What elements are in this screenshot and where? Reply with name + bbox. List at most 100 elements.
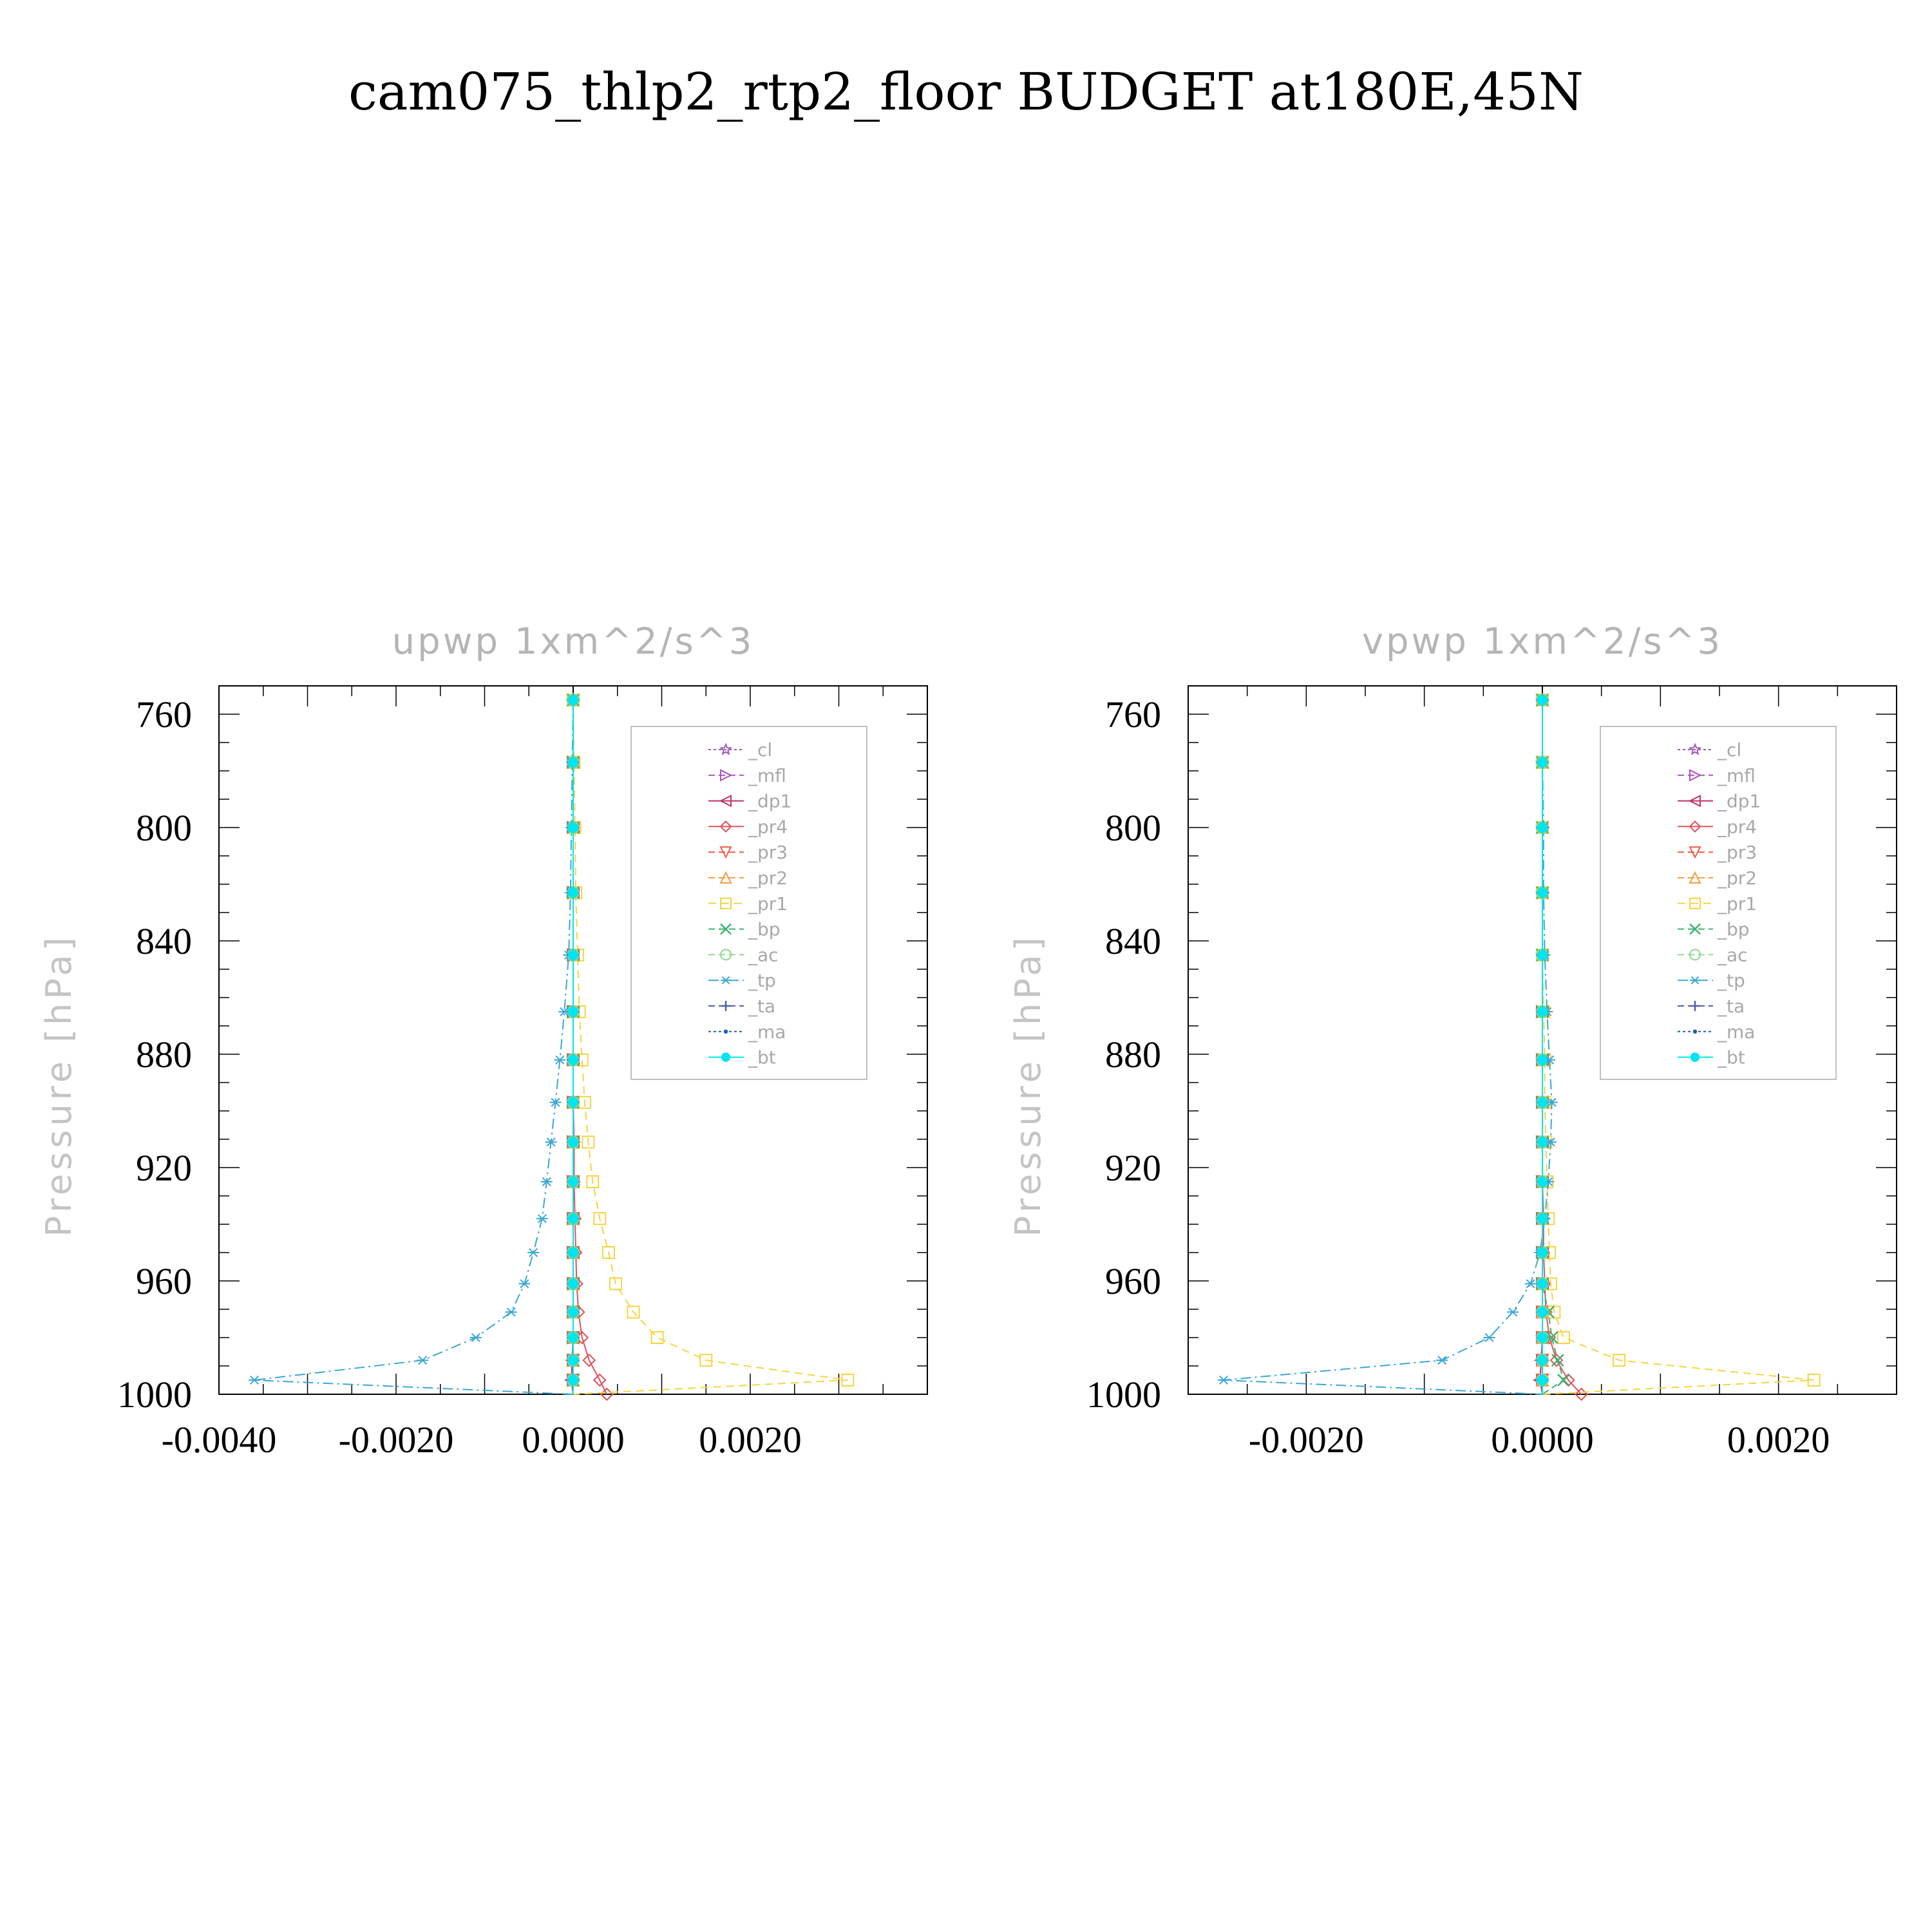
x-tick-label: -0.0040: [162, 1419, 277, 1461]
y-tick-label: 920: [1105, 1147, 1161, 1189]
data-point: [567, 1006, 579, 1018]
legend-marker: [723, 1029, 728, 1034]
legend-entry: _pr2: [708, 867, 788, 889]
legend-label: _pr2: [748, 867, 788, 889]
data-point: [582, 1353, 596, 1367]
legend-label: _ta: [748, 996, 775, 1017]
data-point: [1807, 1374, 1821, 1387]
legend-entry: _pr3: [1678, 842, 1757, 863]
data-point: [1537, 1332, 1548, 1343]
legend-entry: _ta: [1678, 996, 1745, 1017]
x-tick-label: 0.0020: [699, 1419, 802, 1461]
data-point: [567, 1097, 579, 1108]
legend-label: _mfl: [1717, 765, 1756, 786]
legend-entry: _dp1: [1678, 791, 1761, 812]
data-point: [1507, 1307, 1519, 1317]
data-point: [567, 1374, 579, 1386]
legend-label: _bp: [748, 919, 781, 940]
legend-marker: [1688, 794, 1701, 808]
data-point: [1524, 1279, 1537, 1289]
legend-marker: [1692, 1029, 1698, 1034]
data-point: [567, 822, 579, 833]
data-point: [567, 1176, 579, 1188]
data-point: [469, 1332, 482, 1343]
legend-entry: _mfl: [708, 765, 786, 786]
data-point: [1537, 1006, 1548, 1018]
legend-marker: [720, 769, 733, 782]
legend-entry: _ma: [1678, 1021, 1755, 1043]
legend-entry: _ac: [1678, 944, 1748, 965]
data-point: [505, 1307, 517, 1317]
data-point: [1557, 1374, 1570, 1387]
legend-entry: _pr2: [1678, 867, 1757, 889]
legend-marker: [1689, 769, 1702, 782]
legend-entry: _bt: [1678, 1047, 1745, 1068]
data-point: [609, 1277, 622, 1291]
data-point: [593, 1212, 607, 1226]
data-point: [567, 949, 579, 961]
data-point: [567, 1137, 579, 1148]
data-point: [1557, 1331, 1570, 1344]
x-tick-label: 0.0000: [522, 1419, 625, 1461]
legend-box: [630, 726, 867, 1080]
data-point: [567, 694, 579, 706]
x-tick-label: -0.0020: [339, 1419, 454, 1461]
legend-label: _ma: [748, 1021, 786, 1043]
legend-label: _bt: [748, 1047, 776, 1068]
legend-marker: [719, 871, 732, 884]
legend-label: _bt: [1717, 1047, 1745, 1068]
data-point: [1537, 887, 1548, 898]
y-tick-label: 760: [136, 694, 192, 735]
data-point: [1537, 1247, 1548, 1258]
data-point: [1537, 1278, 1548, 1289]
data-point: [567, 1332, 579, 1343]
panel-2: vpwp 1xm^2/s^3 Pressure [hPa] 760 800 840 880…: [1008, 621, 1897, 1461]
data-point: [1537, 757, 1548, 768]
data-point: [1537, 1213, 1548, 1224]
legend-entry: _bp: [708, 919, 781, 940]
y-tick-label: 800: [136, 807, 192, 849]
legend-label: _pr3: [1717, 842, 1757, 863]
series_bt: [1537, 694, 1548, 1394]
legend-entry: _mfl: [1678, 765, 1756, 786]
x-tick-label: 0.0020: [1727, 1419, 1830, 1461]
legend-marker: [721, 1001, 731, 1011]
series-line: [1223, 700, 1553, 1395]
legend-label: _pr4: [748, 816, 788, 837]
data-point: [540, 1177, 553, 1187]
y-axis-label: Pressure [hPa]: [1008, 933, 1048, 1236]
data-point: [554, 1055, 566, 1065]
data-point: [536, 1214, 548, 1224]
data-point: [567, 1355, 579, 1366]
x-tick-label: 0.0000: [1491, 1419, 1594, 1461]
legend-marker: [719, 743, 733, 755]
legend-entry: _pr4: [1678, 816, 1757, 837]
legend-marker: [1689, 949, 1701, 961]
legend-marker: [719, 846, 732, 859]
data-point: [545, 1137, 557, 1147]
y-tick-label: 920: [136, 1147, 192, 1189]
legend: _cl _mfl _dp1 _pr4 _pr3 _pr2 _pr1 _bp _ac _tp _ta _…: [1600, 726, 1837, 1080]
data-point: [567, 887, 579, 898]
x-tick-label: -0.0020: [1249, 1419, 1364, 1461]
legend-entry: _pr4: [708, 816, 788, 837]
legend-label: _ma: [1717, 1021, 1755, 1043]
data-point: [1551, 1354, 1564, 1367]
series_pr4: [1535, 693, 1588, 1401]
series_tp: [1218, 695, 1558, 1395]
series_tp: [249, 695, 579, 1395]
chart-panels: upwp 1xm^2/s^3 Pressure [hPa] 760 800 840 880…: [39, 621, 1897, 1461]
data-point: [1436, 1356, 1448, 1365]
legend-entry: _bt: [708, 1047, 776, 1068]
legend-label: _pr3: [748, 842, 788, 863]
legend-entry: _dp1: [708, 791, 791, 812]
legend-entry: _pr3: [708, 842, 788, 863]
legend-entry: _pr1: [1678, 893, 1757, 914]
legend-entry: _ta: [708, 996, 775, 1017]
legend-label: _dp1: [748, 791, 791, 812]
data-point: [567, 757, 579, 768]
legend-label: _pr2: [1717, 867, 1757, 889]
data-point: [1545, 1331, 1558, 1344]
legend-label: _pr1: [1717, 893, 1757, 914]
